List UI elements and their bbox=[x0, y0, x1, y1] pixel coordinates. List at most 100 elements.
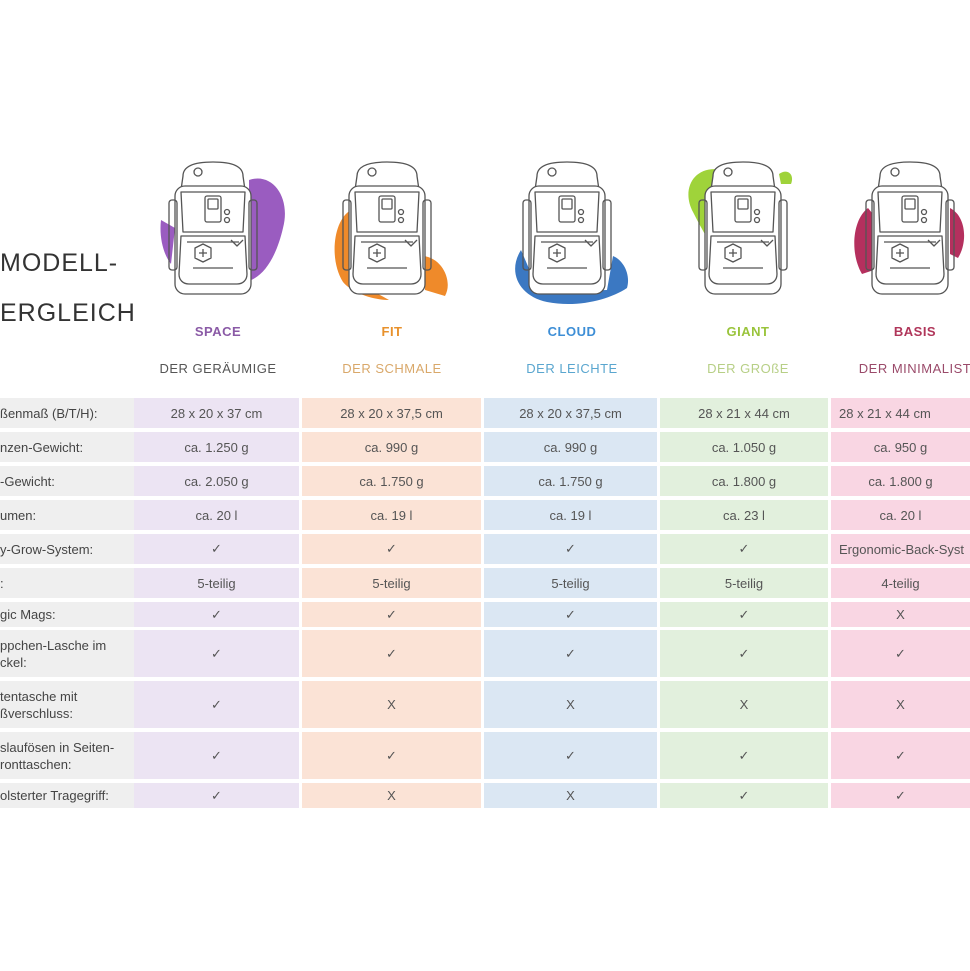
table-cell: ca. 950 g bbox=[831, 432, 970, 462]
row-label: y-Grow-System: bbox=[0, 534, 134, 564]
table-cell: ✓ bbox=[134, 681, 299, 728]
table-cell: X bbox=[484, 783, 657, 808]
table-cell: ✓ bbox=[831, 630, 970, 677]
table-cell: ✓ bbox=[134, 732, 299, 779]
table-cell: X bbox=[302, 681, 481, 728]
table-cell: ✓ bbox=[484, 732, 657, 779]
model-subtitle: DER SCHMALE bbox=[342, 361, 442, 376]
row-label-line: ßenmaß (B/T/H): bbox=[0, 405, 98, 421]
color-swatch-blob bbox=[160, 178, 285, 282]
row-label-line: umen: bbox=[0, 507, 37, 523]
table-cell: ca. 20 l bbox=[134, 500, 299, 530]
row-label: gic Mags: bbox=[0, 602, 134, 627]
table-cell: 5-teilig bbox=[660, 568, 828, 598]
table-cell: ✓ bbox=[660, 602, 828, 627]
table-cell: ✓ bbox=[660, 732, 828, 779]
table-cell: ✓ bbox=[302, 602, 481, 627]
table-cell: ✓ bbox=[484, 602, 657, 627]
row-label: umen: bbox=[0, 500, 134, 530]
model-name: BASIS bbox=[893, 324, 937, 339]
table-cell: ✓ bbox=[660, 630, 828, 677]
heading-line-1: MODELL- bbox=[0, 249, 119, 277]
row-label: ßenmaß (B/T/H): bbox=[0, 398, 134, 428]
table-cell: X bbox=[302, 783, 481, 808]
model-name: CLOUD bbox=[547, 324, 597, 339]
table-cell: ca. 1.050 g bbox=[660, 432, 828, 462]
row-label: olsterter Tragegriff: bbox=[0, 783, 134, 808]
row-label-line: ronttaschen: bbox=[0, 756, 72, 772]
backpack-outline bbox=[698, 161, 788, 295]
model-name: FIT bbox=[381, 324, 403, 339]
table-cell: ca. 1.250 g bbox=[134, 432, 299, 462]
table-cell: ✓ bbox=[302, 630, 481, 677]
row-label-line: ßverschluss: bbox=[0, 705, 73, 721]
row-label: ppchen-Lasche im ckel: bbox=[0, 630, 134, 677]
table-cell: 28 x 20 x 37,5 cm bbox=[484, 398, 657, 428]
table-cell: X bbox=[484, 681, 657, 728]
table-cell: X bbox=[831, 681, 970, 728]
row-label: nzen-Gewicht: bbox=[0, 432, 134, 462]
color-swatch-blob bbox=[854, 208, 965, 274]
model-subtitle: DER GERÄUMIGE bbox=[159, 361, 277, 376]
row-label-line: tentasche mit bbox=[0, 688, 78, 704]
table-cell: ca. 19 l bbox=[484, 500, 657, 530]
table-cell: 5-teilig bbox=[484, 568, 657, 598]
table-cell: ✓ bbox=[484, 534, 657, 564]
table-cell: ✓ bbox=[831, 783, 970, 808]
table-cell: ✓ bbox=[134, 783, 299, 808]
backpack-outline bbox=[522, 161, 612, 295]
heading-line-2: ERGLEICH bbox=[0, 299, 136, 327]
table-cell: 28 x 21 x 44 cm bbox=[660, 398, 828, 428]
table-cell: 28 x 21 x 44 cm bbox=[831, 398, 970, 428]
table-cell: ✓ bbox=[134, 602, 299, 627]
row-label-line: ppchen-Lasche im bbox=[0, 637, 107, 653]
table-cell: 28 x 20 x 37,5 cm bbox=[302, 398, 481, 428]
model-header-5: BASIS DER MINIMALIST bbox=[830, 150, 970, 376]
table-cell: ca. 1.750 g bbox=[484, 466, 657, 496]
row-label: slaufösen in Seiten-ronttaschen: bbox=[0, 732, 134, 779]
row-label: tentasche mit ßverschluss: bbox=[0, 681, 134, 728]
row-label-line: olsterter Tragegriff: bbox=[0, 788, 109, 803]
row-label-line: slaufösen in Seiten- bbox=[0, 739, 115, 755]
row-label-line: y-Grow-System: bbox=[0, 541, 94, 557]
comparison-heading: MODELL- ERGLEICH bbox=[0, 238, 136, 338]
table-cell: ca. 990 g bbox=[302, 432, 481, 462]
table-cell: 4-teilig bbox=[831, 568, 970, 598]
table-cell: ca. 20 l bbox=[831, 500, 970, 530]
backpack-illustration bbox=[854, 161, 965, 295]
table-cell: ✓ bbox=[660, 534, 828, 564]
table-cell: ca. 2.050 g bbox=[134, 466, 299, 496]
table-cell: ✓ bbox=[484, 630, 657, 677]
model-header-2: FIT DER SCHMALE bbox=[307, 150, 477, 376]
row-label-line: nzen-Gewicht: bbox=[0, 439, 84, 455]
backpack-outline bbox=[168, 161, 258, 295]
table-cell: ca. 1.800 g bbox=[831, 466, 970, 496]
table-cell: ca. 1.750 g bbox=[302, 466, 481, 496]
model-header-1: SPACE DER GERÄUMIGE bbox=[133, 150, 303, 376]
backpack-illustration bbox=[160, 161, 285, 295]
backpack-outline bbox=[865, 161, 955, 295]
table-cell: X bbox=[831, 602, 970, 627]
model-subtitle: DER LEICHTE bbox=[526, 361, 618, 376]
table-cell: 5-teilig bbox=[302, 568, 481, 598]
model-subtitle: DER MINIMALIST bbox=[858, 361, 970, 376]
table-cell: ✓ bbox=[302, 534, 481, 564]
table-cell: ✓ bbox=[134, 534, 299, 564]
table-cell: ✓ bbox=[134, 630, 299, 677]
model-header-4: GIANT DER GROßE bbox=[663, 150, 833, 376]
table-cell: 28 x 20 x 37 cm bbox=[134, 398, 299, 428]
table-cell: ca. 23 l bbox=[660, 500, 828, 530]
table-cell: ✓ bbox=[302, 732, 481, 779]
table-cell: 5-teilig bbox=[134, 568, 299, 598]
backpack-outline bbox=[342, 161, 432, 295]
row-label-line: gic Mags: bbox=[0, 607, 56, 622]
model-name: SPACE bbox=[194, 324, 242, 339]
model-name: GIANT bbox=[726, 324, 770, 339]
model-header-3: CLOUD DER LEICHTE bbox=[487, 150, 657, 376]
row-label-line: ckel: bbox=[0, 654, 27, 670]
backpack-illustration bbox=[688, 161, 793, 295]
table-cell: ✓ bbox=[831, 732, 970, 779]
model-subtitle: DER GROßE bbox=[707, 361, 789, 376]
table-cell: Ergonomic-Back-Syst bbox=[831, 534, 970, 564]
table-cell: X bbox=[660, 681, 828, 728]
